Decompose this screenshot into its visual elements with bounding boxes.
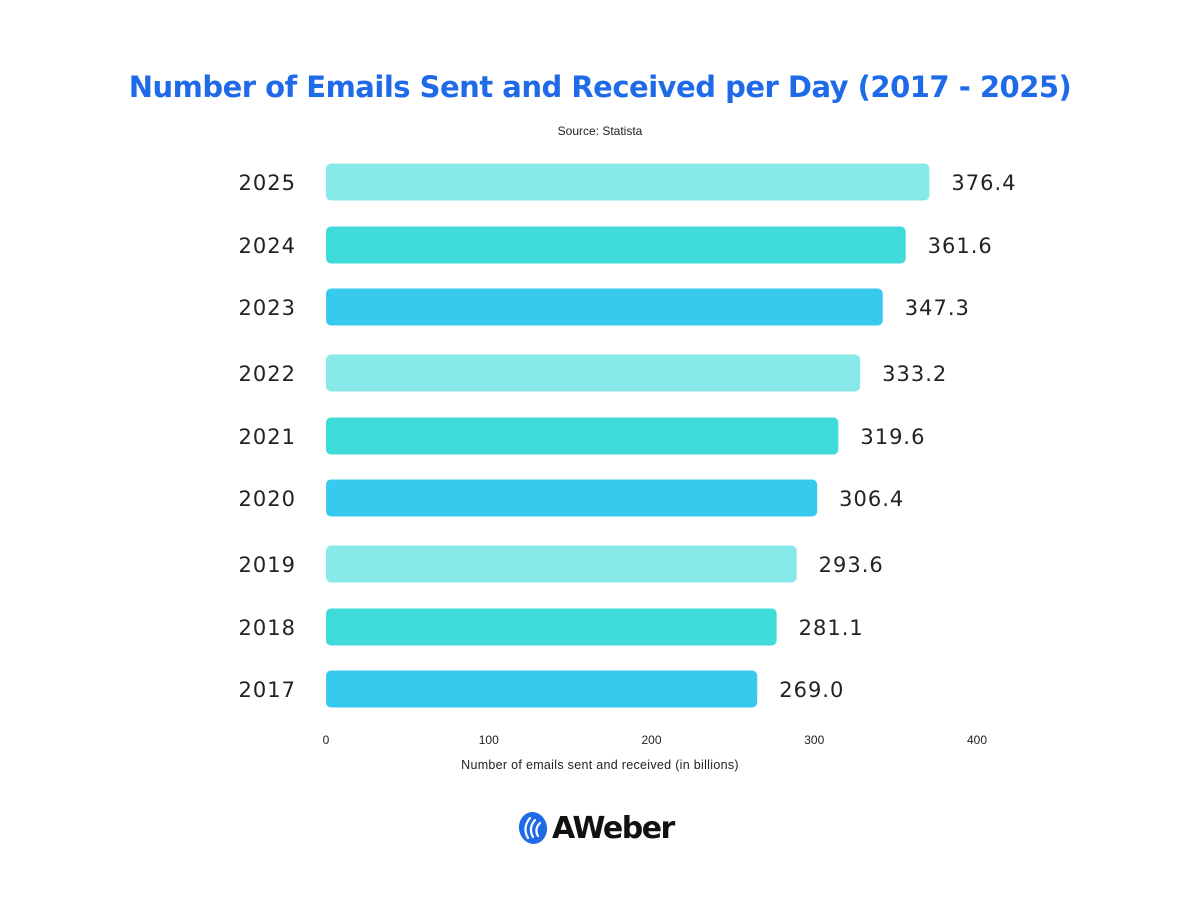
y-tick-label: 2019 bbox=[239, 553, 296, 577]
x-tick-label: 400 bbox=[967, 733, 987, 747]
y-tick-label: 2024 bbox=[239, 234, 296, 258]
bar-2023 bbox=[326, 288, 883, 326]
bar-2021 bbox=[326, 417, 839, 455]
y-tick-label: 2022 bbox=[239, 362, 296, 386]
bar-2025 bbox=[326, 163, 930, 201]
y-tick-label: 2017 bbox=[239, 678, 296, 702]
bar-2018 bbox=[326, 608, 777, 646]
y-tick-label: 2020 bbox=[239, 487, 296, 511]
data-label: 293.6 bbox=[819, 553, 884, 577]
y-tick-label: 2018 bbox=[239, 616, 296, 640]
y-tick-label: 2025 bbox=[239, 171, 296, 195]
aweber-logo: AWeber bbox=[516, 808, 675, 848]
bar-2020 bbox=[326, 479, 818, 517]
y-tick-label: 2023 bbox=[239, 296, 296, 320]
data-label: 376.4 bbox=[951, 171, 1016, 195]
bar-2017 bbox=[326, 670, 758, 708]
data-label: 281.1 bbox=[799, 616, 864, 640]
data-label: 333.2 bbox=[882, 362, 947, 386]
x-tick-label: 300 bbox=[804, 733, 824, 747]
data-label: 269.0 bbox=[779, 678, 844, 702]
aweber-waves-icon bbox=[518, 812, 548, 844]
bar-2019 bbox=[326, 545, 797, 583]
chart-title: Number of Emails Sent and Received per D… bbox=[128, 70, 1072, 104]
x-axis-label: Number of emails sent and received (in b… bbox=[461, 758, 739, 772]
data-label: 306.4 bbox=[839, 487, 904, 511]
bar-2024 bbox=[326, 226, 906, 264]
x-tick-label: 0 bbox=[323, 733, 330, 747]
data-label: 347.3 bbox=[905, 296, 970, 320]
bar-2022 bbox=[326, 354, 861, 392]
logo-text: AWeber bbox=[552, 810, 675, 846]
data-label: 319.6 bbox=[860, 425, 925, 449]
data-label: 361.6 bbox=[928, 234, 993, 258]
x-tick-label: 100 bbox=[479, 733, 499, 747]
y-tick-label: 2021 bbox=[239, 425, 296, 449]
chart-subtitle: Source: Statista bbox=[557, 124, 643, 138]
x-tick-label: 200 bbox=[641, 733, 661, 747]
